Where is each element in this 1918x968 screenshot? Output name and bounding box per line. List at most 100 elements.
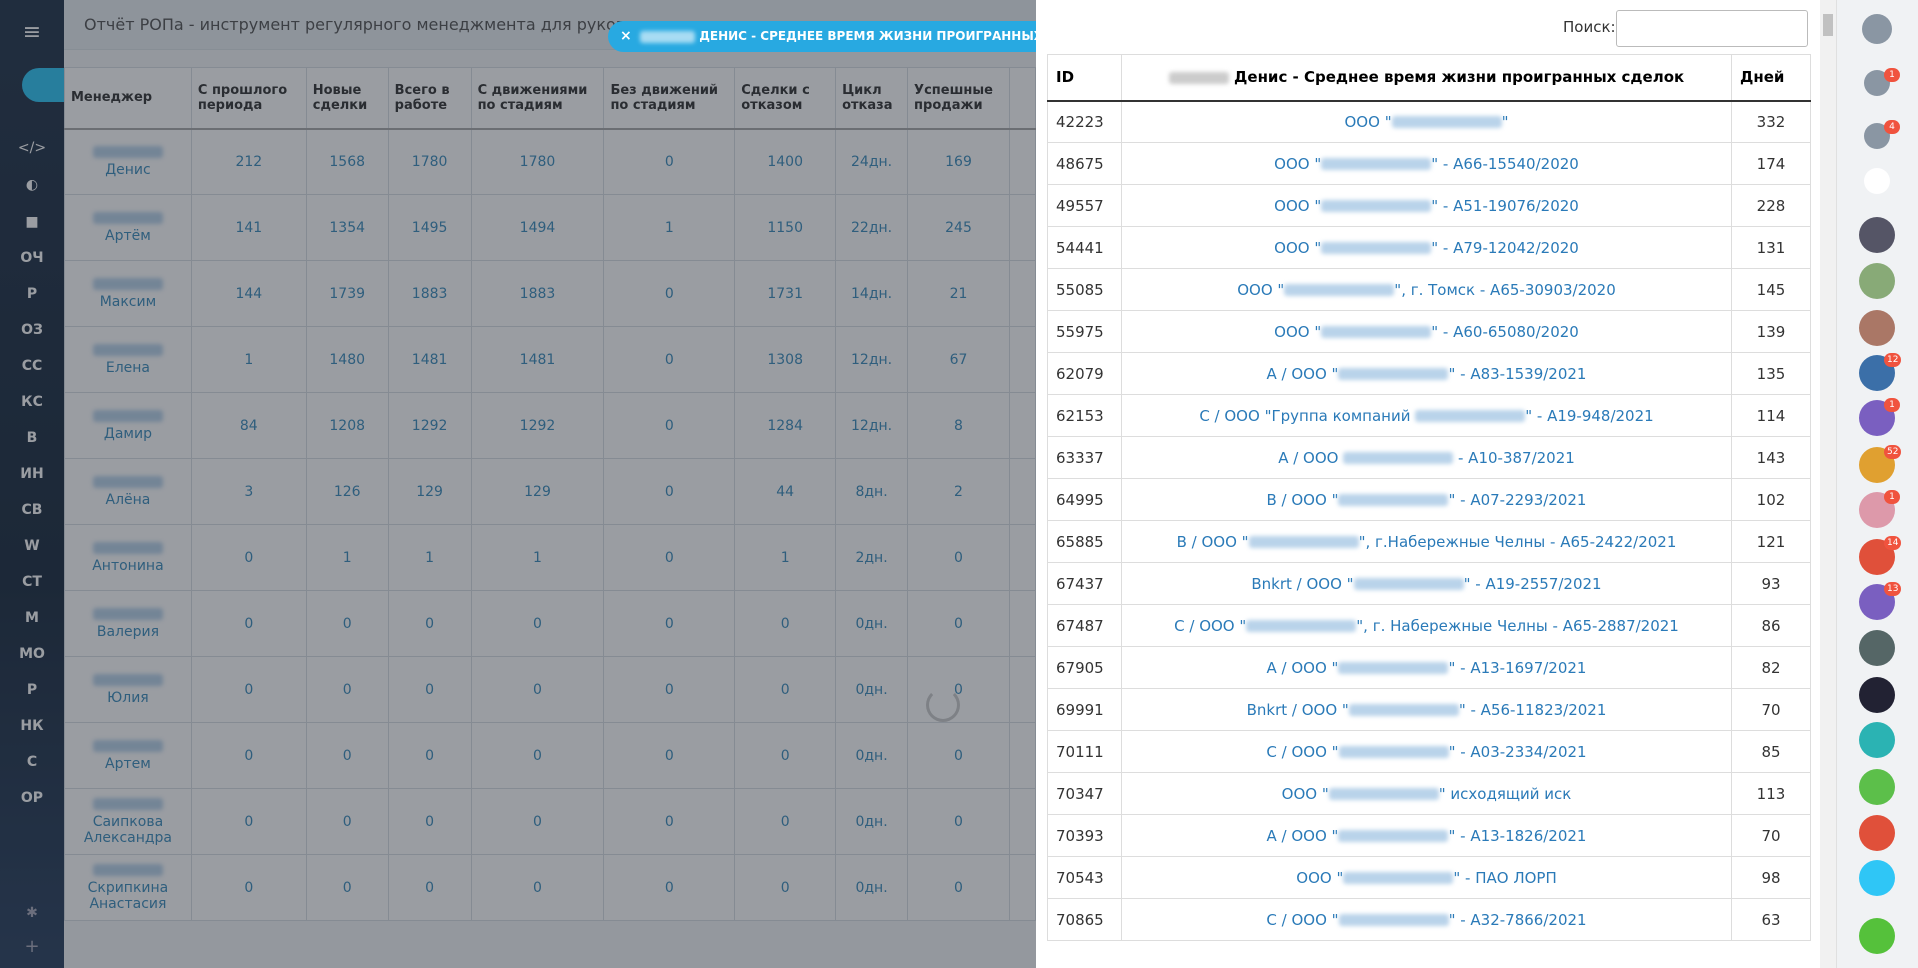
right-rail: 1 4 12 1 52 1 14 13 <box>1836 0 1918 968</box>
deal-days: 93 <box>1731 562 1811 605</box>
deal-name[interactable]: А / ООО " " - А83-1539/2021 <box>1121 352 1732 395</box>
overlay[interactable] <box>0 0 1036 968</box>
rail-icon[interactable] <box>1864 167 1890 194</box>
search-input[interactable] <box>1616 10 1808 47</box>
manager-name[interactable]: Алёна <box>105 491 151 508</box>
nav-item[interactable]: М <box>25 610 39 626</box>
deal-name[interactable]: В / ООО " ", г.Набережные Челны - А65-242… <box>1121 520 1732 563</box>
deal-prefix: А / ООО " <box>1266 826 1339 845</box>
deal-name[interactable]: ООО " " - А60-65080/2020 <box>1121 310 1732 353</box>
manager-name[interactable]: Максим <box>99 293 157 310</box>
manager-cell: Саипкова Александра <box>64 788 192 855</box>
deal-suffix: " - А66-15540/2020 <box>1431 154 1579 173</box>
manager-name[interactable]: Артём <box>105 227 151 244</box>
rail-icon[interactable] <box>1859 263 1895 300</box>
video-icon[interactable]: ■ <box>25 214 39 230</box>
cell: 8дн. <box>835 458 909 525</box>
nav-item[interactable]: W <box>24 538 40 554</box>
manager-name[interactable]: Денис <box>105 161 151 178</box>
manager-name[interactable]: Саипкова Александра <box>83 813 173 846</box>
manager-name[interactable]: Артем <box>105 755 151 772</box>
blurred-text <box>1246 620 1357 632</box>
deal-name[interactable]: ООО " ", г. Томск - А65-30903/2020 <box>1121 268 1732 311</box>
deal-name[interactable]: А / ООО " " - А13-1697/2021 <box>1121 646 1732 689</box>
cell <box>1008 656 1036 723</box>
nav-item[interactable]: СВ <box>21 502 43 518</box>
deal-name[interactable]: В / ООО " " - А07-2293/2021 <box>1121 478 1732 521</box>
rail-icon[interactable] <box>1859 815 1895 852</box>
deal-name[interactable]: ООО " " - А66-15540/2020 <box>1121 142 1732 185</box>
deal-days: 145 <box>1731 268 1811 311</box>
rail-icon[interactable] <box>1859 722 1895 759</box>
deal-name[interactable]: Bnkrt / ООО " " - А19-2557/2021 <box>1121 562 1732 605</box>
nav-item[interactable]: СС <box>21 358 43 374</box>
scroll-thumb[interactable] <box>1823 14 1833 36</box>
nav-item[interactable]: ОЧ <box>20 250 44 266</box>
add-icon[interactable]: + <box>24 936 40 957</box>
code-icon[interactable]: </> <box>17 140 47 156</box>
deal-name[interactable]: Bnkrt / ООО " " - А56-11823/2021 <box>1121 688 1732 731</box>
nav-item[interactable]: ИН <box>20 466 44 482</box>
manager-cell: Артем <box>64 722 192 789</box>
column-header[interactable]: Дней <box>1731 54 1811 102</box>
nav-item[interactable]: НК <box>20 718 44 734</box>
rail-icon[interactable] <box>1859 917 1895 954</box>
cell: 0 <box>907 854 1010 921</box>
manager-name[interactable]: Валерия <box>96 623 160 640</box>
manager-cell: Артём <box>64 194 192 261</box>
manager-name[interactable]: Елена <box>105 359 150 376</box>
nav-item[interactable]: СТ <box>22 574 42 590</box>
deal-name[interactable]: С / ООО " " - А32-7866/2021 <box>1121 898 1732 941</box>
spinner <box>926 688 960 722</box>
column-header[interactable]: Денис - Среднее время жизни проигранных … <box>1121 54 1732 102</box>
nav-item[interactable]: ОЗ <box>21 322 43 338</box>
blurred-text <box>1343 452 1454 464</box>
manager-name[interactable]: Скрипкина Анастасия <box>87 879 169 912</box>
cell: 1883 <box>470 260 605 327</box>
nav-item[interactable]: С <box>26 754 38 770</box>
deal-name[interactable]: ООО " " исходящий иск <box>1121 772 1732 815</box>
manager-name[interactable]: Антонина <box>92 557 164 574</box>
header-row: Менеджер С прошлого периода Новые сделки Вс… <box>64 67 1036 130</box>
deal-id: 70543 <box>1047 856 1122 899</box>
deal-name[interactable]: ООО " " - А51-19076/2020 <box>1121 184 1732 227</box>
deal-name[interactable]: ООО " " <box>1121 100 1732 143</box>
deal-name[interactable]: ООО " " - А79-12042/2020 <box>1121 226 1732 269</box>
nav-item[interactable]: Р <box>26 286 38 302</box>
deal-name[interactable]: С / ООО " ", г. Набережные Челны - А65-28… <box>1121 604 1732 647</box>
badge: 12 <box>1884 352 1902 367</box>
cell: 1568 <box>305 128 389 195</box>
manager-name[interactable]: Юлия <box>107 689 149 706</box>
circle-icon[interactable]: ◐ <box>25 177 39 193</box>
deal-name[interactable]: А / ООО " " - А13-1826/2021 <box>1121 814 1732 857</box>
rail-icon[interactable] <box>1859 630 1895 667</box>
rail-icon[interactable] <box>1859 860 1895 897</box>
nav-item[interactable]: КС <box>21 394 43 410</box>
deal-name[interactable]: А / ООО - А10-387/2021 <box>1121 436 1732 479</box>
close-icon[interactable]: × <box>620 28 632 44</box>
rail-icon[interactable] <box>1859 676 1895 713</box>
nav-item[interactable]: Р <box>26 682 38 698</box>
cell: 0 <box>190 854 307 921</box>
nav-item[interactable]: ОР <box>20 790 44 806</box>
deal-name[interactable]: С / ООО "Группа компаний " - А19-948/202… <box>1121 394 1732 437</box>
panel-tab[interactable]: × ДЕНИС - СРЕДНЕЕ ВРЕМЯ ЖИЗНИ ПРОИГРАННЫ… <box>608 21 1105 52</box>
deal-name[interactable]: С / ООО " " - А03-2334/2021 <box>1121 730 1732 773</box>
help-icon[interactable] <box>1862 14 1892 44</box>
manager-name[interactable]: Дамир <box>103 425 152 442</box>
nav-item[interactable]: МО <box>19 646 45 662</box>
rail-icon[interactable] <box>1859 216 1895 253</box>
cell: 0 <box>734 590 837 657</box>
rail-icon[interactable] <box>1859 309 1895 346</box>
blurred-text <box>1338 914 1449 926</box>
settings-icon[interactable]: ✱ <box>26 905 38 921</box>
deal-name[interactable]: ООО " " - ПАО ЛОРП <box>1121 856 1732 899</box>
rail-icon[interactable] <box>1859 768 1895 805</box>
menu-icon[interactable]: ≡ <box>22 20 42 45</box>
close-chip[interactable] <box>22 68 66 102</box>
column-header[interactable]: ID <box>1047 54 1122 102</box>
cell: 14дн. <box>835 260 909 327</box>
scrollbar[interactable] <box>1820 0 1836 968</box>
nav-item[interactable]: В <box>26 430 38 446</box>
cell: 1354 <box>305 194 389 261</box>
